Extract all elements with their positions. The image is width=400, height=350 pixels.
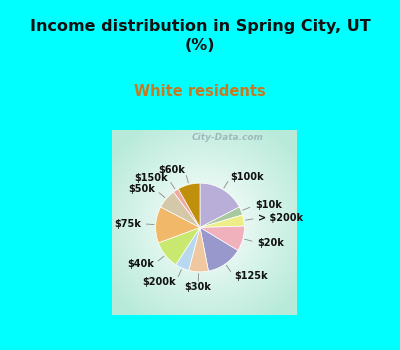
Text: $50k: $50k bbox=[128, 184, 155, 194]
Wedge shape bbox=[200, 207, 242, 228]
Wedge shape bbox=[189, 228, 208, 272]
Text: > $200k: > $200k bbox=[258, 213, 304, 223]
Text: $20k: $20k bbox=[257, 238, 284, 247]
Text: $150k: $150k bbox=[134, 173, 168, 183]
Text: $200k: $200k bbox=[142, 276, 176, 287]
Text: $125k: $125k bbox=[234, 271, 268, 281]
Wedge shape bbox=[200, 228, 238, 271]
Wedge shape bbox=[156, 207, 200, 243]
Text: $100k: $100k bbox=[231, 172, 264, 182]
Wedge shape bbox=[161, 192, 200, 228]
Wedge shape bbox=[200, 183, 239, 228]
Text: $40k: $40k bbox=[127, 259, 154, 270]
Wedge shape bbox=[200, 226, 244, 251]
Wedge shape bbox=[200, 215, 244, 228]
Wedge shape bbox=[174, 189, 200, 228]
Text: Income distribution in Spring City, UT
(%): Income distribution in Spring City, UT (… bbox=[30, 19, 370, 52]
Wedge shape bbox=[176, 228, 200, 271]
Wedge shape bbox=[158, 228, 200, 265]
Text: $30k: $30k bbox=[185, 282, 212, 292]
Text: White residents: White residents bbox=[134, 84, 266, 99]
Text: $10k: $10k bbox=[255, 200, 282, 210]
Text: $60k: $60k bbox=[158, 165, 185, 175]
Text: $75k: $75k bbox=[114, 219, 141, 229]
Wedge shape bbox=[178, 183, 200, 228]
Text: City-Data.com: City-Data.com bbox=[192, 133, 264, 142]
